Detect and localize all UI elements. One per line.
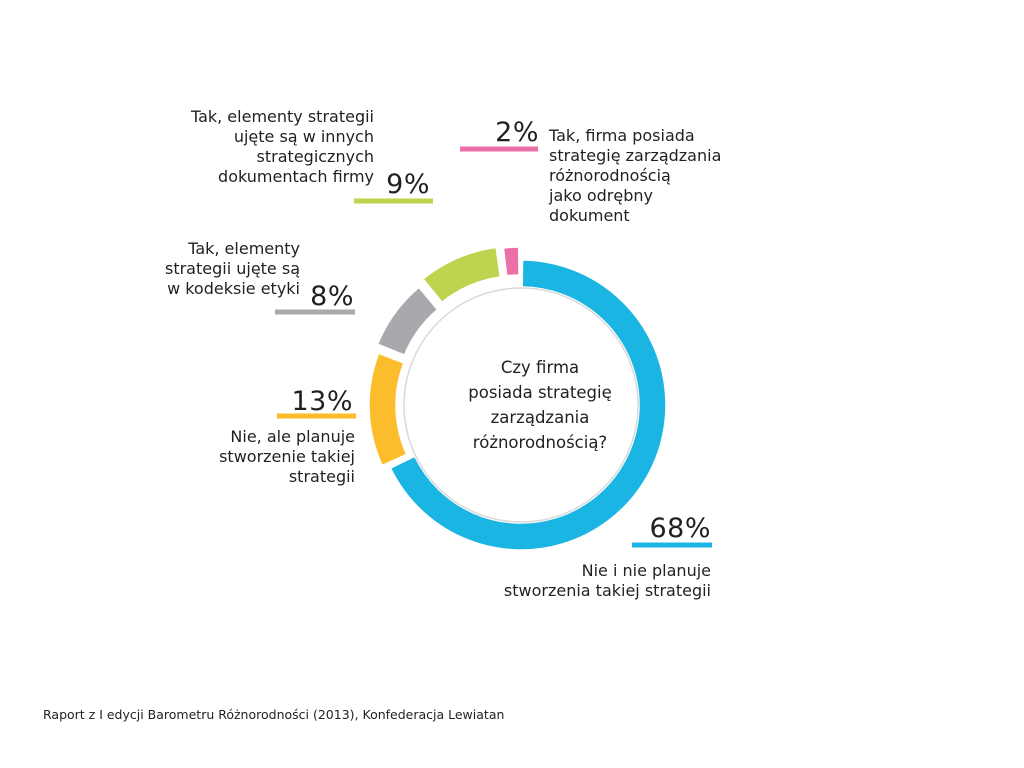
slice-label-nie-ale-planuje: Nie, ale planuje stworzenie takiej strat… (219, 427, 355, 486)
slice-value-0: 68% (649, 513, 711, 544)
slice-value-3: 9% (386, 169, 430, 200)
donut-hole (403, 287, 639, 523)
slice-label-odrebny-dokument: Tak, firma posiada strategię zarządzania… (549, 126, 722, 225)
slice-label-nie-i-nie-planuje: Nie i nie planuje stworzenia takiej stra… (503, 561, 711, 600)
chart-title: Czy firma posiada strategię zarządzania … (468, 358, 612, 452)
slice-value-4: 2% (495, 117, 539, 148)
donut-slice-1 (368, 352, 408, 467)
slice-value-2: 8% (310, 281, 354, 312)
chart-callouts: 68% 13% 8% 9% 2% (275, 117, 712, 548)
chart-slices (368, 246, 667, 551)
donut-slice-2 (376, 286, 439, 357)
slice-label-kodeks-etyki: Tak, elementy strategii ujęte są w kodek… (164, 239, 300, 298)
donut-slice-4 (502, 246, 520, 277)
source-note: Raport z I edycji Barometru Różnorodnośc… (43, 707, 505, 722)
donut-slice-3 (422, 246, 502, 304)
slice-value-1: 13% (291, 386, 353, 417)
slice-label-inne-dokumenty: Tak, elementy strategii ujęte są w innyc… (190, 107, 374, 186)
donut-slice-0 (389, 259, 667, 551)
